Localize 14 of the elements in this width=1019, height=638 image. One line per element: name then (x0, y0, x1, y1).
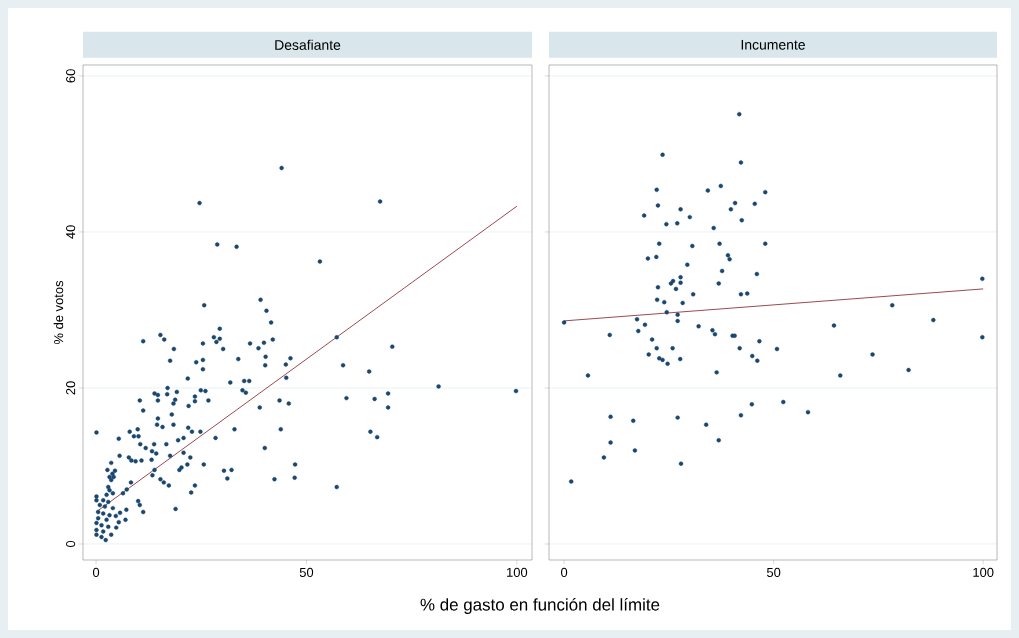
x-axis-title: % de gasto en función del límite (420, 598, 660, 614)
x-tick-label: 100 (973, 567, 994, 577)
y-tick-label: 40 (66, 225, 76, 239)
y-tick-label: 20 (66, 381, 76, 395)
chart-title: Desafiante (275, 39, 341, 50)
x-tick-label: 0 (560, 567, 568, 577)
x-tick-label: 50 (766, 567, 781, 577)
x-tick-label: 50 (299, 567, 314, 577)
x-tick-label: 0 (92, 567, 100, 577)
chart-title: Incumente (741, 39, 805, 50)
x-tick-label: 100 (507, 567, 528, 577)
y-tick-label: 60 (66, 69, 76, 83)
y-tick-label: 0 (66, 540, 76, 548)
y-axis-title: % de votos (53, 280, 64, 345)
